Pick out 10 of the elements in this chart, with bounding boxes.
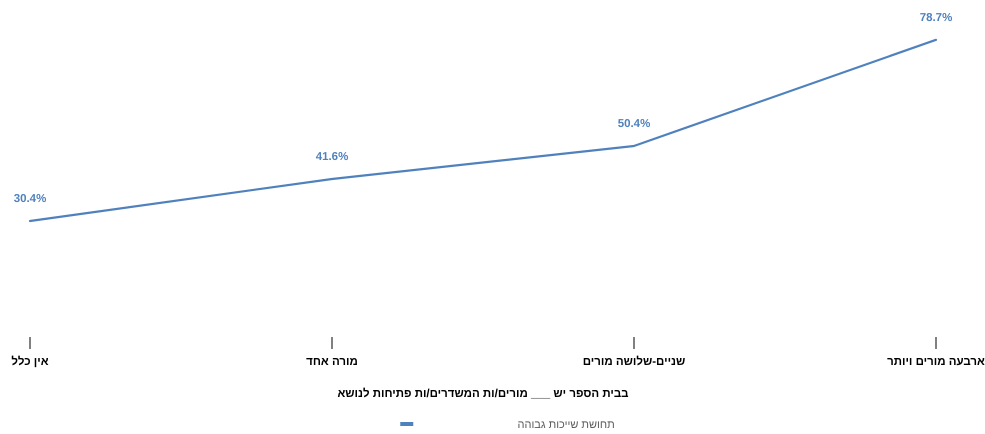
data-label: 30.4%	[14, 192, 46, 205]
x-tick-label: שניים-שלושה מורים	[582, 355, 686, 368]
x-axis-title: בבית הספר יש ___ מורים/ות המשדרים/ות פתיחות לנושא	[337, 387, 629, 400]
data-label: 41.6%	[316, 150, 348, 163]
data-label: 78.7%	[920, 12, 952, 24]
x-tick-label: ארבעה מורים ויותר	[887, 356, 985, 368]
x-tick-label: מורה אחד	[306, 356, 358, 368]
x-tick-label: אין כלל	[11, 355, 49, 368]
data-label: 50.4%	[618, 118, 650, 130]
text: תחושת שייכות גבוהה	[518, 419, 615, 431]
